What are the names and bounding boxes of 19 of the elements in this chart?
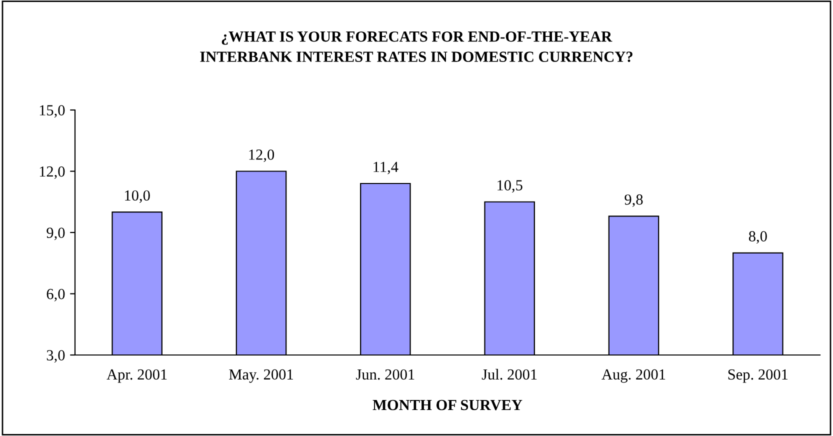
y-tick-label: 3,0 bbox=[46, 350, 65, 363]
x-tick-label: Apr. 2001 bbox=[106, 369, 167, 383]
chart-title: ¿WHAT IS YOUR FORECATS FOR END-OF-THE-YEAR INTERBANK INTEREST RATES IN DOMESTIC CURRENCY? bbox=[200, 31, 632, 62]
x-tick-label: Jun. 2001 bbox=[356, 369, 414, 380]
y-tick-label: 6,0 bbox=[46, 288, 65, 302]
data-label: 10,0 bbox=[125, 190, 150, 203]
y-tick-label: 12,0 bbox=[40, 166, 65, 179]
data-label: 12,0 bbox=[249, 150, 274, 162]
data-label: 10,5 bbox=[498, 180, 522, 193]
x-axis-title: MONTH OF SURVEY bbox=[372, 400, 522, 410]
x-tick-label: May. 2001 bbox=[229, 369, 293, 383]
x-tick-label: Sep. 2001 bbox=[728, 369, 788, 383]
y-tick-label: 9,0 bbox=[46, 228, 65, 240]
data-label: 8,0 bbox=[748, 231, 767, 244]
y-tick-label: 15,0 bbox=[40, 105, 65, 118]
data-label: 9,8 bbox=[624, 194, 643, 207]
x-tick-label: Jul. 2001 bbox=[482, 368, 537, 380]
data-label: 11,4 bbox=[374, 162, 398, 174]
x-tick-label: Aug. 2001 bbox=[602, 369, 666, 383]
